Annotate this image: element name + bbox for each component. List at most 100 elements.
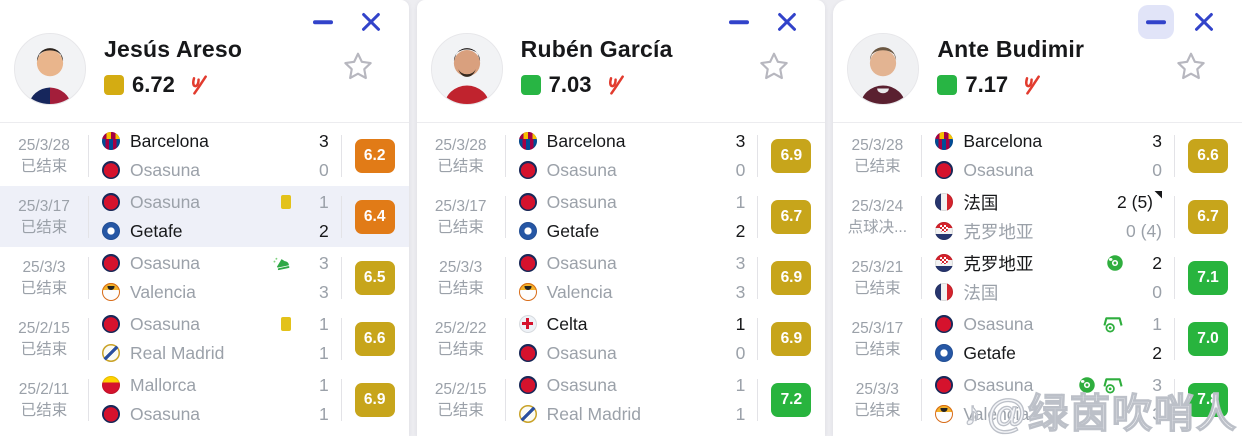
player-avatar: [14, 33, 86, 105]
player-avatar: [430, 33, 503, 105]
match-date: 25/3/28 已结束: [18, 136, 70, 175]
team-name: Mallorca: [130, 374, 197, 395]
match-row[interactable]: 25/3/28 已结束 Barcelona 3 Osasuna 0: [833, 125, 1242, 186]
divider: [88, 317, 89, 360]
match-row-highlighted[interactable]: 25/3/17 已结束 Osasuna 1 Getafe: [0, 186, 409, 247]
divider: [921, 378, 923, 421]
match-row[interactable]: 25/3/3 已结束 Osasuna 3 Valencia 3: [417, 247, 826, 308]
avatar-photo: [431, 34, 502, 104]
match-row[interactable]: 25/3/28 已结束 Barcelona 3 Osasuna 0: [417, 125, 826, 186]
player-name: Rubén García: [520, 36, 673, 62]
team-name: Celta: [546, 313, 588, 334]
team-score: 2: [318, 220, 329, 241]
divider: [921, 195, 923, 238]
team-score: 3: [318, 281, 329, 302]
minimize-button-hovered[interactable]: [1138, 5, 1175, 39]
team-score: 1: [735, 191, 746, 212]
match-row[interactable]: 25/2/11 已结束 Mallorca 1 Osasuna 1: [0, 369, 409, 430]
match-row[interactable]: 25/3/3 已结束 Osasuna: [833, 369, 1242, 430]
rating-badge: 7.2: [771, 382, 812, 417]
france-flag-crest: [935, 193, 954, 211]
rating-color-square: [937, 75, 958, 95]
team-name: Osasuna: [546, 191, 617, 212]
team-name: Barcelona: [546, 130, 626, 151]
match-row[interactable]: 25/3/3 已结束 Osasuna: [0, 247, 409, 308]
real-madrid-crest: [518, 405, 537, 423]
osasuna-crest: [518, 193, 537, 211]
star-icon: [1177, 52, 1205, 80]
rating-badge: 6.9: [771, 321, 812, 356]
team-name: Osasuna: [130, 159, 201, 180]
favorite-star-button[interactable]: [757, 50, 791, 84]
team-name: Real Madrid: [130, 342, 225, 363]
match-row[interactable]: 25/2/15 已结束 Osasuna 1 Real Madrid 1: [417, 369, 826, 430]
player-header: Ante Budimir 7.17: [833, 0, 1242, 123]
player-rating: 6.72: [104, 72, 209, 98]
match-date: 25/3/17 已结束: [434, 197, 487, 236]
rating-badge: 6.9: [771, 260, 812, 295]
team-score: 3: [1152, 130, 1163, 151]
match-row[interactable]: 25/3/21 已结束 克罗地亚: [833, 247, 1242, 308]
divider: [757, 134, 759, 177]
minimize-icon: [312, 20, 333, 24]
player-header: Jesús Areso 6.72: [0, 0, 409, 123]
match-list: 25/3/28 已结束 Barcelona 3 Osasuna 0: [0, 123, 409, 430]
team-name: Barcelona: [130, 130, 209, 151]
team-score: 1: [318, 403, 329, 424]
rating-badge: 6.4: [354, 199, 395, 234]
match-row[interactable]: 25/3/24 点球决... 法国 2 (5) 克罗地亚 0 (4): [833, 186, 1242, 247]
team-score: 0: [318, 159, 329, 180]
divider: [921, 317, 923, 360]
rating-value: 7.17: [965, 72, 1009, 97]
team-name: Getafe: [546, 220, 600, 241]
divider: [1174, 256, 1176, 299]
team-score: 1: [1152, 313, 1163, 334]
team-name: Osasuna: [546, 252, 617, 273]
match-row[interactable]: 25/3/17 已结束 Osasuna: [833, 308, 1242, 369]
team-name: 克罗地亚: [963, 221, 1034, 242]
team-name: Osasuna: [546, 374, 617, 395]
minimize-button[interactable]: [721, 5, 757, 39]
rating-color-square: [520, 75, 541, 95]
divider: [504, 195, 506, 238]
shootout-winner-marker: [1154, 190, 1163, 199]
close-button[interactable]: [769, 5, 805, 39]
team-score: 1: [318, 374, 329, 395]
divider: [921, 256, 923, 299]
close-button[interactable]: [353, 5, 389, 39]
match-row[interactable]: 25/3/28 已结束 Barcelona 3 Osasuna 0: [0, 125, 409, 186]
star-icon: [343, 52, 372, 80]
match-row[interactable]: 25/2/22 已结束 Celta 1 Osasuna 0: [417, 308, 826, 369]
match-row[interactable]: 25/2/15 已结束 Osasuna 1 Real Madrid: [0, 308, 409, 369]
team-name: Osasuna: [963, 159, 1034, 180]
rating-badge: 6.5: [354, 260, 395, 295]
match-date: 25/3/17 已结束: [851, 319, 904, 358]
minimize-button[interactable]: [305, 5, 341, 39]
match-date: 25/3/17 已结束: [18, 197, 70, 236]
favorite-star-button[interactable]: [341, 50, 375, 84]
divider: [88, 134, 89, 177]
team-name: Osasuna: [963, 313, 1034, 334]
divider: [504, 317, 506, 360]
match-date: 25/2/15 已结束: [18, 319, 70, 358]
close-button[interactable]: [1186, 5, 1222, 39]
yellow-card-icon: [280, 195, 291, 209]
team-name: Osasuna: [130, 403, 201, 424]
match-date: 25/3/3 已结束: [20, 258, 68, 297]
divider: [340, 378, 342, 421]
getafe-crest: [102, 222, 120, 240]
match-date: 25/2/11 已结束: [18, 380, 70, 419]
avatar-photo: [848, 34, 919, 104]
team-score: 0: [735, 342, 746, 363]
rating-badge: 7.8: [1188, 382, 1229, 417]
osasuna-crest: [935, 315, 954, 333]
favorite-star-button[interactable]: [1174, 50, 1208, 84]
team-name: Valencia: [963, 403, 1030, 424]
team-score: 1: [735, 374, 746, 395]
team-score: 0: [735, 159, 746, 180]
match-date: 25/3/24 点球决...: [847, 197, 908, 236]
yellow-card-icon: [280, 317, 291, 331]
match-row[interactable]: 25/3/17 已结束 Osasuna 1 Getafe 2: [417, 186, 826, 247]
valencia-crest: [935, 405, 954, 423]
croatia-flag-crest: [935, 222, 954, 240]
